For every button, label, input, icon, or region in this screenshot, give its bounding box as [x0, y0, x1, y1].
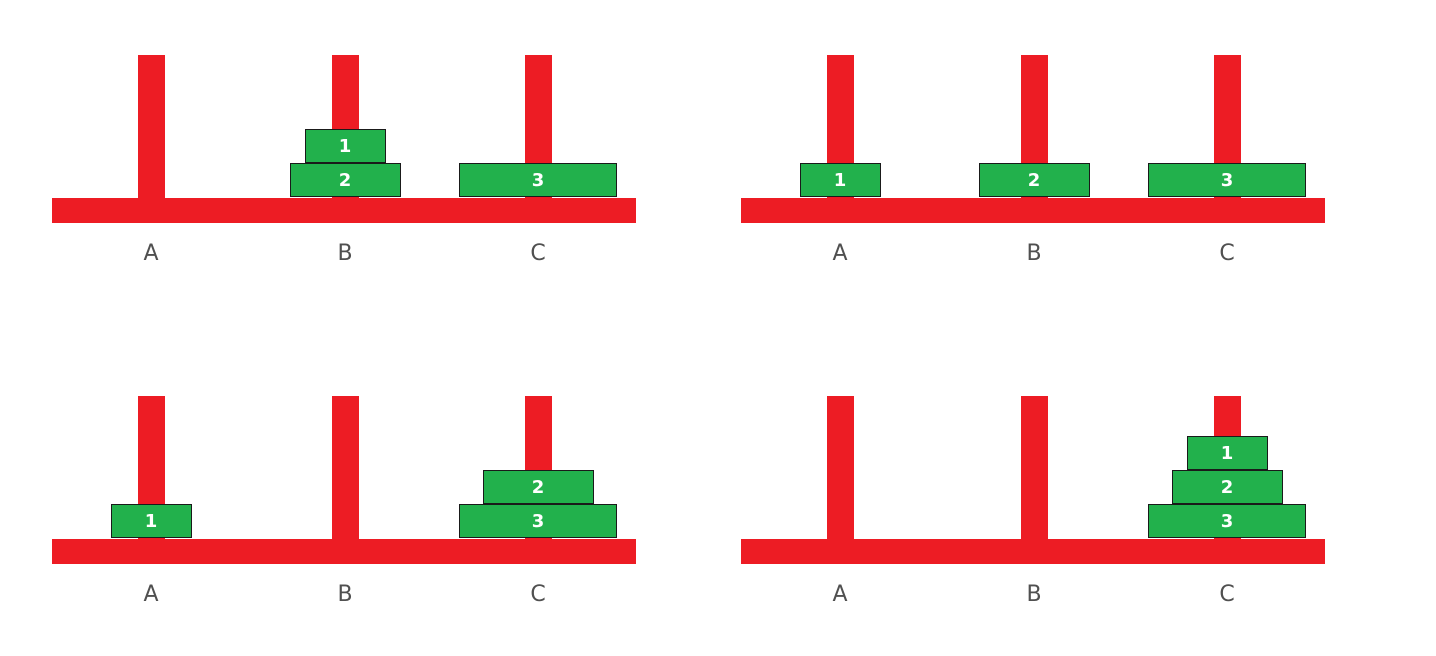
disk-3: 3	[459, 504, 617, 538]
disk-1: 1	[304, 129, 386, 163]
disk-2: 2	[978, 163, 1090, 197]
peg-label-a: A	[143, 582, 159, 607]
base-board	[52, 539, 636, 564]
disk-1: 1	[799, 163, 881, 197]
peg-a	[137, 55, 165, 200]
base-board	[741, 539, 1325, 564]
peg-label-a: A	[832, 582, 848, 607]
disk-3: 3	[1148, 504, 1306, 538]
peg-label-b: B	[337, 582, 353, 607]
base-board	[52, 198, 636, 223]
disk-2: 2	[289, 163, 401, 197]
peg-label-b: B	[1026, 582, 1042, 607]
base-board	[741, 198, 1325, 223]
disk-1: 1	[110, 504, 192, 538]
peg-label-c: C	[1219, 582, 1235, 607]
disk-2: 2	[1171, 470, 1283, 504]
peg-label-b: B	[337, 241, 353, 266]
peg-b	[331, 396, 359, 541]
disk-2: 2	[482, 470, 594, 504]
state-panel-2: 1 A 2 B 3 C	[741, 55, 1325, 315]
peg-label-c: C	[1219, 241, 1235, 266]
peg-label-c: C	[530, 241, 546, 266]
peg-label-b: B	[1026, 241, 1042, 266]
peg-label-a: A	[143, 241, 159, 266]
peg-label-a: A	[832, 241, 848, 266]
disk-1: 1	[1186, 436, 1268, 470]
peg-label-c: C	[530, 582, 546, 607]
disk-3: 3	[1148, 163, 1306, 197]
peg-a	[826, 396, 854, 541]
disk-3: 3	[459, 163, 617, 197]
peg-b	[1020, 396, 1048, 541]
